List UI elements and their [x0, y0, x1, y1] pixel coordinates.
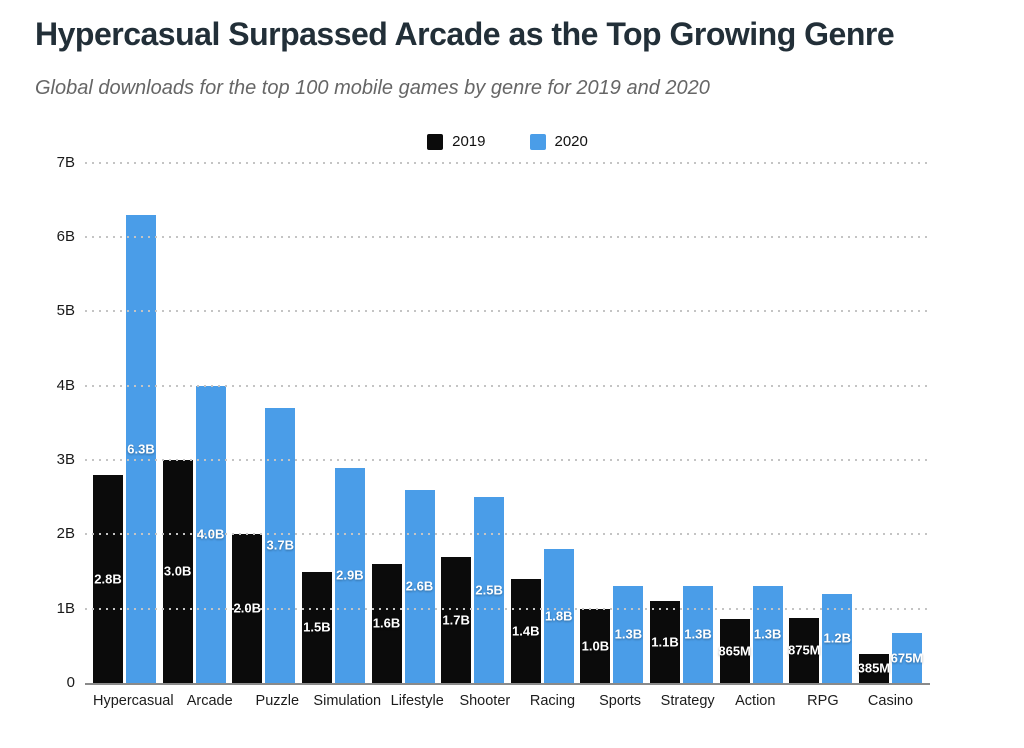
- x-axis-label-arcade: Arcade: [186, 692, 233, 709]
- x-axis-label-casino: Casino: [867, 692, 914, 709]
- bar-2020-lifestyle: 2.6B: [404, 489, 435, 683]
- bar-2019-puzzle: 2.0B: [232, 533, 263, 683]
- bar-group-arcade: 3.0B 4.0B: [162, 385, 226, 683]
- bar-2019-rpg: 875M: [787, 617, 821, 683]
- gridline-3b: [85, 458, 930, 461]
- gridline-6b: [85, 236, 930, 239]
- bar-value-label: 865M: [718, 643, 751, 659]
- bar-group-puzzle: 2.0B 3.7B: [232, 407, 296, 683]
- bar-series-container: 2.8B 6.3B 3.0B 4.0B 2.0B 3.7B 1.5B 2.9B 1.6B 2.6B…: [85, 163, 930, 683]
- y-tick-label-6b: 6B: [56, 228, 75, 246]
- x-axis: Hypercasual Arcade Puzzle Simulation Lifesty…: [85, 693, 930, 709]
- legend-label: 2019: [452, 133, 486, 151]
- bar-value-label: 3.7B: [266, 537, 294, 553]
- legend-swatch-2019: [427, 133, 444, 150]
- bar-value-label: 1.2B: [823, 630, 851, 646]
- legend-label: 2020: [554, 133, 588, 151]
- bar-value-label: 1.7B: [442, 612, 470, 628]
- bar-2019-casino: 385M: [857, 653, 891, 683]
- bar-2019-simulation: 1.5B: [301, 571, 332, 683]
- bar-value-label: 1.3B: [614, 626, 643, 642]
- gridline-2b: [85, 533, 930, 536]
- bar-2019-hypercasual: 2.8B: [93, 474, 123, 683]
- bar-group-strategy: 1.1B 1.3B: [650, 585, 713, 683]
- bar-2020-sports: 1.3B: [613, 585, 644, 683]
- bar-group-hypercasual: 2.8B 6.3B: [93, 214, 156, 683]
- bar-2020-hypercasual: 6.3B: [126, 214, 156, 683]
- bar-2019-sports: 1.0B: [580, 608, 611, 683]
- plot-area: 2.8B 6.3B 3.0B 4.0B 2.0B 3.7B 1.5B 2.9B 1.6B 2.6B…: [57, 154, 930, 691]
- bar-2019-strategy: 1.1B: [650, 600, 680, 683]
- x-axis-label-rpg: RPG: [807, 692, 839, 709]
- bar-2020-strategy: 1.3B: [683, 585, 713, 683]
- x-axis-label-racing: Racing: [529, 692, 576, 709]
- bar-2020-arcade: 4.0B: [195, 385, 226, 683]
- x-axis-label-action: Action: [735, 692, 776, 709]
- x-axis-label-strategy: Strategy: [660, 692, 715, 709]
- legend-swatch-2020: [529, 133, 546, 150]
- gridline-4b: [85, 384, 930, 387]
- bar-value-label: 2.9B: [336, 567, 364, 583]
- bar-value-label: 1.3B: [684, 626, 712, 642]
- y-tick-label-2b: 2B: [56, 525, 75, 543]
- bar-2019-shooter: 1.7B: [441, 556, 472, 683]
- bar-value-label: 6.3B: [127, 441, 155, 457]
- legend-item-2019: 2019: [427, 133, 486, 151]
- legend: 2019 2020: [85, 133, 930, 151]
- bar-group-simulation: 1.5B 2.9B: [301, 467, 365, 683]
- bar-2019-racing: 1.4B: [510, 578, 541, 683]
- bar-value-label: 2.5B: [475, 582, 503, 598]
- bar-value-label: 2.8B: [94, 571, 122, 587]
- bar-value-label: 2.6B: [405, 578, 434, 594]
- bar-value-label: 2.0B: [233, 600, 261, 616]
- gridline-5b: [85, 310, 930, 313]
- x-axis-label-simulation: Simulation: [313, 692, 382, 709]
- bar-value-label: 1.4B: [512, 623, 540, 639]
- bar-2020-shooter: 2.5B: [474, 496, 505, 683]
- gridline-1b: [85, 607, 930, 610]
- bar-value-label: 1.5B: [303, 619, 331, 635]
- bar-group-lifestyle: 1.6B 2.6B: [371, 489, 435, 683]
- bar-value-label: 1.8B: [545, 608, 573, 624]
- y-tick-label-5b: 5B: [56, 302, 75, 320]
- bar-group-rpg: 875M 1.2B: [787, 593, 853, 683]
- x-axis-label-hypercasual: Hypercasual: [93, 692, 174, 709]
- y-tick-label-7b: 7B: [56, 153, 75, 171]
- bar-2020-casino: 675M: [890, 632, 924, 683]
- bar-2019-arcade: 3.0B: [162, 459, 193, 683]
- bar-value-label: 875M: [787, 642, 821, 658]
- y-tick-label-3b: 3B: [56, 450, 75, 468]
- bar-group-racing: 1.4B 1.8B: [510, 548, 574, 683]
- bar-value-label: 1.3B: [753, 626, 782, 642]
- x-axis-label-shooter: Shooter: [459, 692, 511, 709]
- bar-2019-lifestyle: 1.6B: [371, 563, 402, 683]
- bar-value-label: 4.0B: [196, 526, 225, 542]
- x-axis-label-puzzle: Puzzle: [255, 692, 300, 709]
- y-tick-label-0: 0: [66, 673, 75, 691]
- bar-value-label: 3.0B: [163, 563, 192, 579]
- y-tick-label-1b: 1B: [56, 599, 75, 617]
- gridline-7b: [85, 161, 930, 164]
- bar-value-label: 1.1B: [651, 634, 679, 650]
- bar-group-shooter: 1.7B 2.5B: [441, 496, 505, 683]
- bar-2020-action: 1.3B: [752, 585, 783, 683]
- legend-item-2020: 2020: [529, 133, 588, 151]
- bar-2020-racing: 1.8B: [543, 548, 574, 683]
- bar-2020-simulation: 2.9B: [334, 467, 365, 683]
- bar-group-action: 865M 1.3B: [718, 585, 783, 683]
- bar-group-casino: 385M 675M: [857, 632, 924, 683]
- y-tick-label-4b: 4B: [56, 376, 75, 394]
- bar-value-label: 385M: [857, 660, 891, 676]
- bar-value-label: 1.0B: [581, 638, 610, 654]
- bar-group-sports: 1.0B 1.3B: [580, 585, 644, 683]
- x-axis-label-sports: Sports: [599, 692, 642, 709]
- bar-value-label: 675M: [890, 650, 924, 666]
- chart-title: Hypercasual Surpassed Arcade as the Top …: [35, 16, 895, 52]
- x-axis-label-lifestyle: Lifestyle: [390, 692, 444, 709]
- bar-value-label: 1.6B: [372, 615, 401, 631]
- bar-2019-action: 865M: [718, 618, 751, 683]
- chart-subtitle: Global downloads for the top 100 mobile …: [35, 76, 710, 99]
- bar-2020-puzzle: 3.7B: [265, 407, 296, 683]
